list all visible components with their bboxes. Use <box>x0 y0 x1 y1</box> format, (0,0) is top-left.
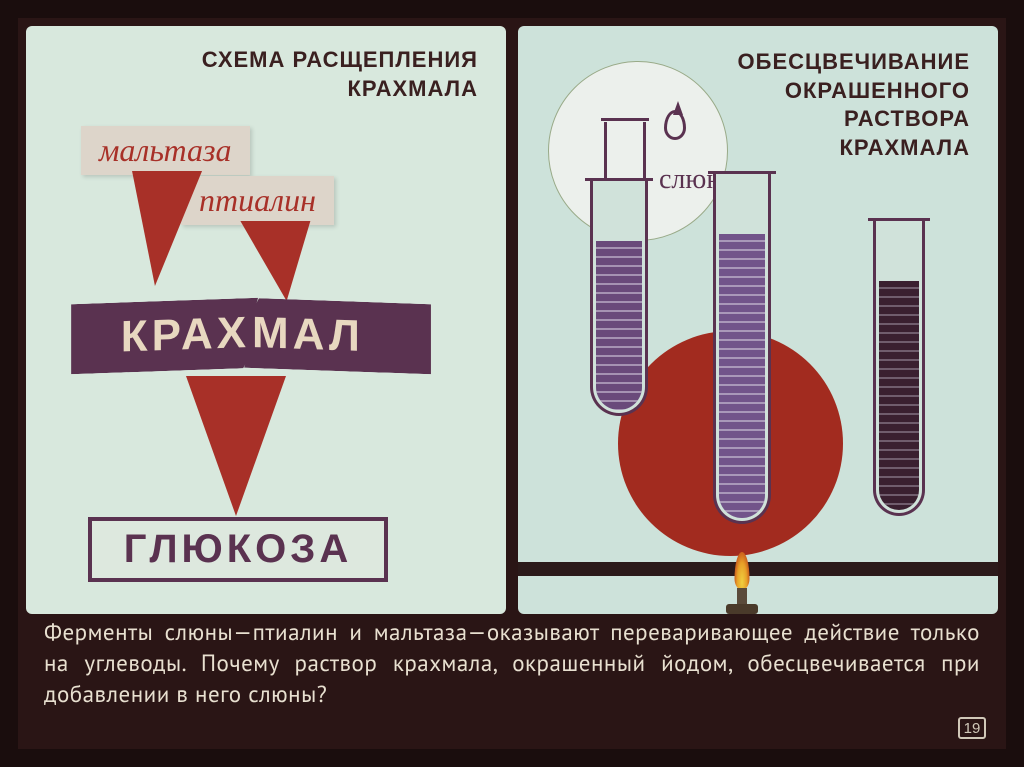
test-tube-2 <box>713 174 771 524</box>
starch-half-right: МАЛ <box>244 298 431 375</box>
caption-text: Ферменты слюны—птиалин и мальтаза—оказыв… <box>26 611 998 710</box>
starch-half-left: КРАХ <box>71 298 258 375</box>
right-title-line1: ОБЕСЦВЕЧИВАНИЕ <box>738 48 970 77</box>
drop-icon <box>664 110 686 140</box>
page-number: 19 <box>958 717 986 739</box>
tube-2-pattern <box>719 234 765 518</box>
flame-icon <box>735 552 750 590</box>
tube-1-liquid <box>596 241 642 410</box>
test-tube-1 <box>590 181 648 416</box>
panels-row: СХЕМА РАСЩЕПЛЕНИЯ КРАХМАЛА мальтаза птиа… <box>26 26 998 614</box>
starch-banner: КРАХ МАЛ <box>71 301 431 371</box>
left-title-line1: СХЕМА РАСЩЕПЛЕНИЯ <box>202 46 478 75</box>
test-tube-3 <box>873 221 925 516</box>
right-title-line3: РАСТВОРА <box>738 105 970 134</box>
slide-frame: СХЕМА РАСЩЕПЛЕНИЯ КРАХМАЛА мальтаза птиа… <box>18 18 1006 749</box>
enzyme-ptyalin-label: птиалин <box>181 176 334 225</box>
left-title-line2: КРАХМАЛА <box>202 75 478 104</box>
right-title-line4: КРАХМАЛА <box>738 134 970 163</box>
tube-1-pattern <box>596 241 642 410</box>
tube-3-liquid <box>879 281 919 510</box>
arrow-to-glucose <box>186 376 286 516</box>
right-title-line2: ОКРАШЕННОГО <box>738 77 970 106</box>
panel-right: ОБЕСЦВЕЧИВАНИЕ ОКРАШЕННОГО РАСТВОРА КРАХ… <box>518 26 998 614</box>
arrow-enzyme-1 <box>120 171 202 286</box>
left-panel-title: СХЕМА РАСЩЕПЛЕНИЯ КРАХМАЛА <box>202 46 478 103</box>
burner-icon <box>720 574 764 614</box>
enzyme-maltase-label: мальтаза <box>81 126 250 175</box>
panel-left: СХЕМА РАСЩЕПЛЕНИЯ КРАХМАЛА мальтаза птиа… <box>26 26 506 614</box>
tube-3-pattern <box>879 281 919 510</box>
caption-area: Ферменты слюны—птиалин и мальтаза—оказыв… <box>26 611 998 741</box>
arrow-enzyme-2 <box>240 221 321 301</box>
burner-stem <box>737 588 747 604</box>
tube-2-liquid <box>719 234 765 518</box>
glucose-box: ГЛЮКОЗА <box>88 517 388 582</box>
right-panel-title: ОБЕСЦВЕЧИВАНИЕ ОКРАШЕННОГО РАСТВОРА КРАХ… <box>738 48 970 162</box>
